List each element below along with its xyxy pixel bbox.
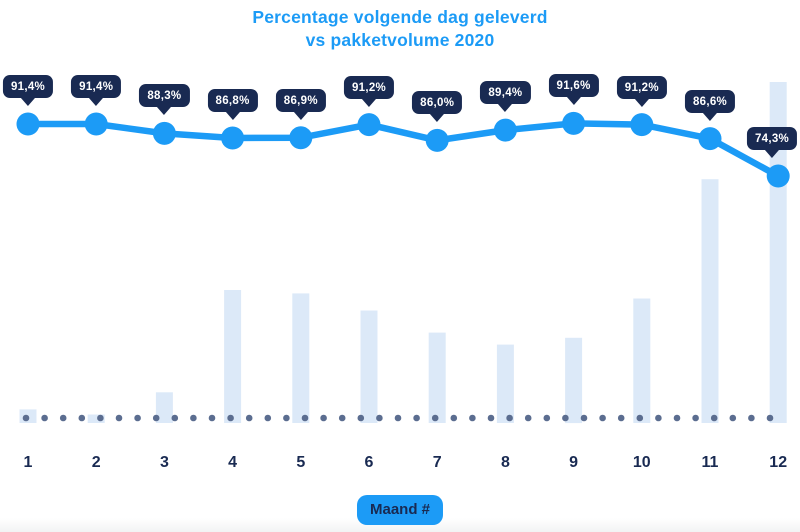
- baseline-dot: [562, 414, 569, 422]
- baseline-dot: [580, 414, 588, 422]
- baseline-dot: [320, 414, 327, 422]
- baseline-dot: [506, 414, 513, 422]
- x-tick-label-month-11: 11: [701, 454, 719, 471]
- x-tick-label-month-7: 7: [432, 454, 442, 471]
- baseline-dot: [97, 414, 104, 422]
- baseline-dot: [338, 414, 346, 422]
- x-tick-label-month-3: 3: [159, 454, 169, 471]
- chart-title: Percentage volgende dag geleverd vs pakk…: [0, 6, 800, 52]
- value-tooltip-month-1: 91,4%: [2, 75, 54, 98]
- volume-bar-month-11: [701, 179, 719, 423]
- data-point-month-7: [425, 128, 449, 152]
- volume-bar-month-2: [87, 414, 105, 423]
- baseline-dot: [636, 414, 644, 422]
- delivery-percentage-line: [24, 120, 782, 180]
- value-tooltip-month-10: 91,2%: [616, 75, 667, 99]
- chart-title-line1: Percentage volgende dag geleverd: [252, 7, 548, 27]
- baseline-dot: [301, 414, 309, 422]
- baseline-dot: [748, 414, 755, 422]
- baseline-dot: [190, 414, 197, 422]
- x-tick-label-month-2: 2: [91, 454, 101, 471]
- x-tick-label-month-8: 8: [500, 454, 510, 471]
- x-tick-label-month-4: 4: [228, 454, 238, 471]
- baseline-dot: [487, 414, 495, 422]
- data-point-month-10: [630, 113, 654, 137]
- value-tooltip-month-5: 86,9%: [275, 88, 326, 112]
- baseline-dot: [227, 414, 234, 422]
- x-tick-label-month-6: 6: [364, 454, 374, 471]
- volume-bar-month-4: [224, 290, 242, 423]
- data-point-month-9: [562, 111, 586, 135]
- baseline-dot: [450, 414, 458, 422]
- chart-title-line2: vs pakketvolume 2020: [305, 30, 495, 50]
- data-point-month-3: [152, 121, 176, 145]
- volume-bar-month-6: [360, 310, 378, 423]
- value-tooltip-month-3: 88,3%: [139, 84, 190, 108]
- data-point-month-4: [221, 126, 245, 150]
- baseline-dot: [469, 414, 476, 422]
- value-tooltip-month-7: 86,0%: [412, 91, 463, 115]
- baseline-dot: [766, 414, 774, 422]
- volume-bar-month-7: [428, 332, 446, 423]
- baseline-dot: [655, 414, 662, 422]
- x-tick-label-month-9: 9: [569, 454, 579, 471]
- x-tick-label-month-12: 12: [769, 454, 788, 471]
- baseline-dot: [283, 414, 290, 422]
- baseline-dot: [134, 414, 141, 422]
- x-tick-label-month-10: 10: [632, 454, 651, 471]
- baseline-dot: [171, 414, 179, 422]
- baseline-dot: [115, 414, 123, 422]
- volume-bar-month-9: [565, 337, 583, 424]
- volume-bar-month-5: [292, 293, 310, 423]
- value-tooltip-month-11: 86,6%: [684, 89, 736, 113]
- data-point-month-1: [16, 112, 40, 136]
- baseline-dot: [357, 414, 365, 422]
- baseline-dot: [78, 414, 86, 422]
- baseline-dot: [22, 414, 30, 422]
- baseline-dot: [431, 414, 439, 422]
- baseline-dot: [729, 414, 737, 422]
- volume-bar-month-3: [155, 392, 173, 423]
- data-point-month-11: [698, 127, 722, 151]
- value-tooltip-month-12: 74,3%: [746, 126, 798, 150]
- baseline-dot: [413, 414, 420, 422]
- baseline-dot: [692, 414, 699, 422]
- baseline-dot: [543, 414, 551, 422]
- baseline-dot: [673, 414, 681, 422]
- value-tooltip-month-6: 91,2%: [343, 75, 395, 99]
- baseline-dot: [524, 414, 532, 422]
- data-point-month-2: [84, 112, 108, 136]
- baseline-dot: [376, 414, 383, 422]
- volume-bar-month-10: [633, 298, 651, 423]
- x-axis-title-badge: Maand #: [356, 495, 444, 525]
- data-point-month-12: [766, 164, 790, 188]
- baseline-dot: [245, 414, 253, 422]
- baseline-dot: [59, 414, 67, 422]
- value-tooltip-month-9: 91,6%: [548, 74, 599, 98]
- data-point-month-5: [289, 126, 313, 150]
- baseline-dot: [710, 414, 718, 422]
- baseline-dot: [208, 414, 216, 422]
- value-tooltip-month-2: 91,4%: [71, 75, 122, 98]
- baseline-dot: [264, 414, 272, 422]
- volume-bar-month-8: [496, 344, 514, 423]
- baseline-dot: [41, 414, 48, 422]
- baseline-dot: [394, 414, 402, 422]
- baseline-dot: [152, 414, 160, 422]
- x-tick-label-month-5: 5: [296, 454, 306, 471]
- baseline-dot: [599, 414, 606, 422]
- x-tick-label-month-1: 1: [23, 454, 33, 471]
- baseline-dot: [617, 414, 625, 422]
- data-point-month-8: [493, 118, 517, 142]
- value-tooltip-month-8: 89,4%: [480, 81, 531, 105]
- value-tooltip-month-4: 86,8%: [207, 88, 258, 112]
- data-point-month-6: [357, 113, 381, 137]
